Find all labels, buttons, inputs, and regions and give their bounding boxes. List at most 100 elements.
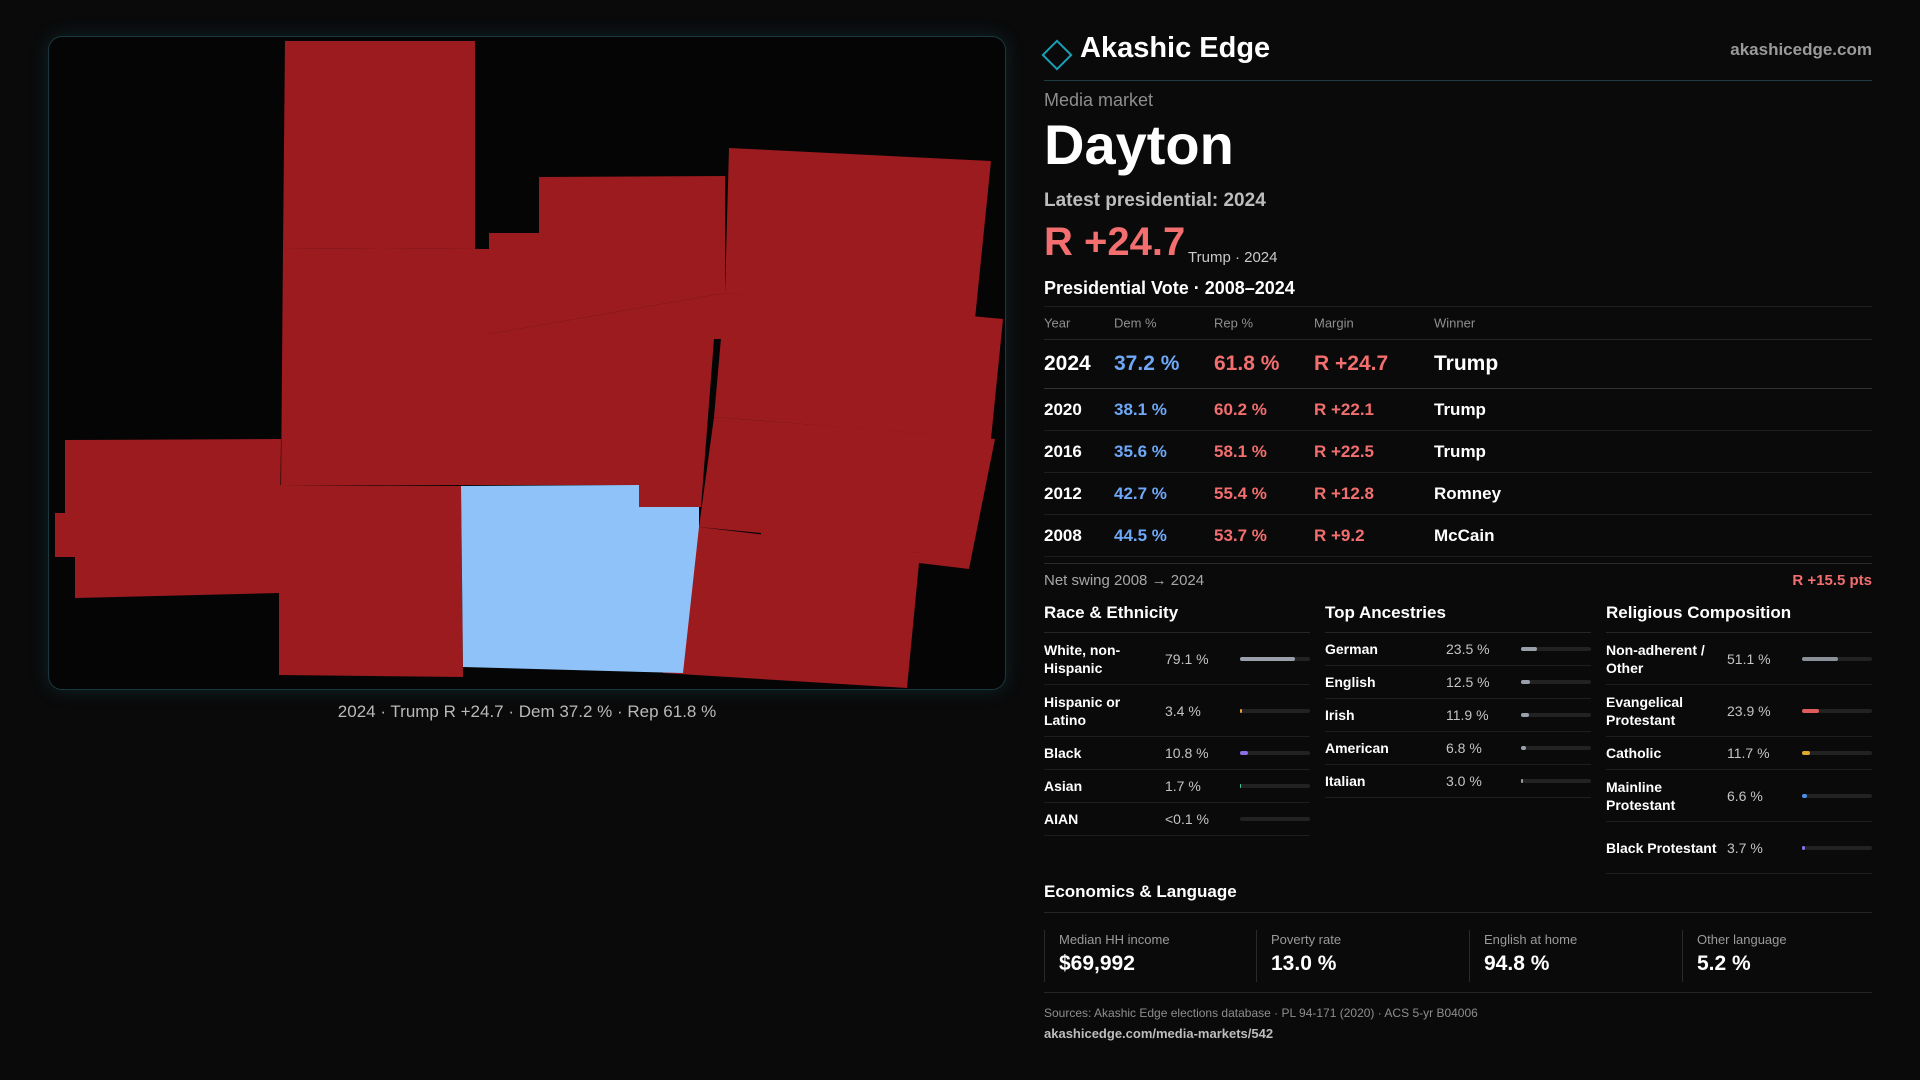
brand-header: Akashic Edge akashicedge.com <box>1041 30 1872 81</box>
econ-value: $69,992 <box>1059 952 1135 975</box>
race-value: 1.7 % <box>1165 778 1201 794</box>
ancestry-value: 3.0 % <box>1446 773 1482 789</box>
share-bar <box>1802 751 1872 755</box>
row-rep: 60.2 % <box>1214 399 1267 419</box>
race-value: 3.4 % <box>1165 702 1201 719</box>
race-label: AIAN <box>1044 811 1079 827</box>
list-item: Black 10.8 % <box>1044 737 1310 770</box>
county-shape[interactable] <box>663 527 919 688</box>
net-swing-label: Net swing 2008 → 2024 <box>1044 572 1205 589</box>
share-bar <box>1521 647 1591 651</box>
county-shape[interactable] <box>461 485 699 673</box>
list-item: Black Protestant 3.7 % <box>1606 822 1872 874</box>
list-item: Hispanic or Latino 3.4 % <box>1044 685 1310 737</box>
row-winner: Trump <box>1434 399 1486 419</box>
col-winner: Winner <box>1434 315 1476 331</box>
row-year: 2016 <box>1044 441 1082 461</box>
list-item: Irish 11.9 % <box>1325 699 1591 732</box>
dem-counties <box>461 485 699 673</box>
brand-url[interactable]: akashicedge.com <box>1730 40 1872 59</box>
list-item: Asian 1.7 % <box>1044 770 1310 803</box>
row-dem: 44.5 % <box>1114 525 1167 545</box>
ancestry-value: 23.5 % <box>1446 641 1490 657</box>
list-item: English 12.5 % <box>1325 666 1591 699</box>
county-shape[interactable] <box>281 248 489 485</box>
table-row: 2016 35.6 % 58.1 % R +22.5 Trump <box>1044 431 1872 473</box>
row-winner: Romney <box>1434 483 1502 503</box>
vote-table-header: Year Dem % Rep % Margin Winner <box>1044 307 1872 340</box>
county-map[interactable] <box>48 36 1006 690</box>
row-rep: 55.4 % <box>1214 483 1267 503</box>
table-row: 2012 42.7 % 55.4 % R +12.8 Romney <box>1044 473 1872 515</box>
share-bar-fill <box>1521 680 1530 684</box>
table-row: 2008 44.5 % 53.7 % R +9.2 McCain <box>1044 515 1872 557</box>
county-shape[interactable] <box>283 41 475 249</box>
row-dem: 42.7 % <box>1114 483 1167 503</box>
race-section: Race & Ethnicity White, non-Hispanic 79.… <box>1044 600 1310 836</box>
econ-value: 13.0 % <box>1271 952 1337 975</box>
county-shape[interactable] <box>699 417 995 569</box>
share-bar <box>1802 708 1872 713</box>
share-bar-fill <box>1240 656 1296 661</box>
religion-label: Catholic <box>1606 745 1662 761</box>
county-shape[interactable] <box>55 439 281 598</box>
county-shape[interactable] <box>279 485 463 677</box>
race-label: White, non-Hispanic <box>1044 641 1121 676</box>
vote-table: Year Dem % Rep % Margin Winner 2024 37.2… <box>1044 306 1872 557</box>
row-winner: McCain <box>1434 525 1495 545</box>
row-margin: R +24.7 <box>1314 352 1389 375</box>
county-map-svg[interactable] <box>49 37 1006 690</box>
county-shape[interactable] <box>725 148 991 319</box>
rep-counties <box>55 41 1003 688</box>
share-bar <box>1521 680 1591 684</box>
religion-label: Mainline Protestant <box>1606 778 1676 813</box>
econ-cell: Poverty rate 13.0 % <box>1256 930 1456 982</box>
county-shape[interactable] <box>489 176 725 334</box>
economics-row: Median HH income $69,992 Poverty rate 13… <box>1044 930 1872 993</box>
ancestry-value: 12.5 % <box>1446 674 1490 690</box>
list-item: American 6.8 % <box>1325 732 1591 765</box>
ancestry-label: American <box>1325 740 1389 756</box>
econ-cell: English at home 94.8 % <box>1469 930 1669 982</box>
table-row: 2020 38.1 % 60.2 % R +22.1 Trump <box>1044 389 1872 431</box>
share-bar-fill <box>1521 647 1538 651</box>
econ-label: English at home <box>1484 932 1578 947</box>
share-bar-fill <box>1240 784 1242 788</box>
share-bar-fill <box>1521 779 1524 783</box>
brand-name[interactable]: Akashic Edge <box>1080 32 1271 64</box>
headline-margin: R +24.7 <box>1044 220 1186 264</box>
ancestry-value: 6.8 % <box>1446 740 1482 756</box>
list-item: White, non-Hispanic 79.1 % <box>1044 633 1310 685</box>
ancestry-label: English <box>1325 674 1376 690</box>
headline-margin-sub: Trump · 2024 <box>1188 249 1278 266</box>
share-bar-fill <box>1802 845 1805 850</box>
religion-title: Religious Composition <box>1606 600 1872 633</box>
table-row: 2024 37.2 % 61.8 % R +24.7 Trump <box>1044 340 1872 389</box>
row-dem: 37.2 % <box>1114 352 1180 375</box>
ancestry-section: Top Ancestries German 23.5 % English 12.… <box>1325 600 1591 798</box>
ancestry-label: Irish <box>1325 707 1355 723</box>
vote-table-title: Presidential Vote · 2008–2024 <box>1044 278 1295 298</box>
share-bar-fill <box>1240 751 1248 755</box>
list-item: Mainline Protestant 6.6 % <box>1606 770 1872 822</box>
row-rep: 53.7 % <box>1214 525 1267 545</box>
county-shape[interactable] <box>489 293 725 507</box>
econ-label: Poverty rate <box>1271 932 1342 947</box>
race-label: Black <box>1044 745 1082 761</box>
race-label: Asian <box>1044 778 1083 794</box>
race-title: Race & Ethnicity <box>1044 600 1310 633</box>
religion-label: Non-adherent / Other <box>1606 641 1705 676</box>
row-dem: 38.1 % <box>1114 399 1167 419</box>
row-rep: 58.1 % <box>1214 441 1267 461</box>
col-margin: Margin <box>1314 315 1354 331</box>
source-link[interactable]: akashicedge.com/media-markets/542 <box>1044 1026 1274 1041</box>
religion-value: 23.9 % <box>1727 702 1771 719</box>
econ-value: 5.2 % <box>1697 952 1751 975</box>
row-year: 2012 <box>1044 483 1082 503</box>
county-shape[interactable] <box>714 293 1003 439</box>
net-swing-value: R +15.5 pts <box>1792 572 1872 589</box>
row-rep: 61.8 % <box>1214 352 1280 375</box>
race-value: 79.1 % <box>1165 650 1209 667</box>
share-bar <box>1802 656 1872 661</box>
share-bar-fill <box>1802 751 1811 755</box>
